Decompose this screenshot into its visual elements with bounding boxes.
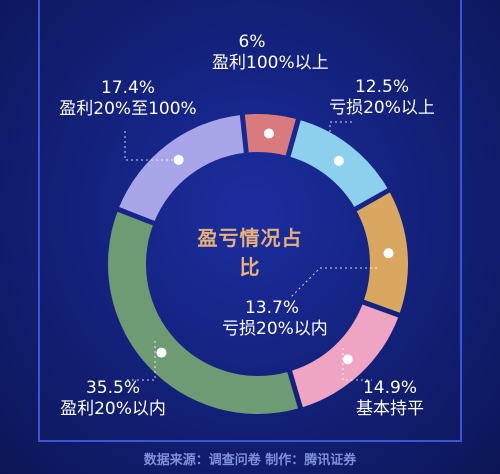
label-name: 盈利100%以上 xyxy=(212,53,329,73)
label-value: 6% xyxy=(238,32,266,52)
label-name: 基本持平 xyxy=(356,399,424,419)
slice-marker-1 xyxy=(333,155,344,166)
leader-line-5 xyxy=(124,128,178,161)
label-name: 亏损20%以上 xyxy=(329,98,435,118)
leader-line-3 xyxy=(342,348,372,381)
label-value: 14.9% xyxy=(362,378,417,398)
label-loss-over-20: 12.5% 亏损20%以上 xyxy=(322,77,442,119)
label-profit-over-100: 6% 盈利100%以上 xyxy=(212,32,329,74)
label-loss-within-20: 13.7% 亏损20%以内 xyxy=(222,298,328,340)
slice-5 xyxy=(119,115,244,221)
label-break-even: 14.9% 基本持平 xyxy=(350,378,430,420)
label-profit-within-20: 35.5% 盈利20%以内 xyxy=(58,378,168,420)
slice-2 xyxy=(356,192,408,313)
data-source: 数据来源：调查问卷 制作：腾讯证券 xyxy=(143,453,357,468)
label-value: 35.5% xyxy=(85,378,140,398)
slice-marker-4 xyxy=(156,347,167,358)
chart-title: 盈亏情况占比 xyxy=(197,226,303,279)
label-value: 17.4% xyxy=(100,78,155,98)
slice-marker-5 xyxy=(173,154,184,165)
leader-line-2 xyxy=(289,267,377,299)
label-profit-20-to-100: 17.4% 盈利20%至100% xyxy=(58,78,198,120)
label-name: 盈利20%至100% xyxy=(59,99,197,119)
leader-line-1 xyxy=(329,121,352,132)
slice-marker-3 xyxy=(342,354,353,365)
slice-marker-2 xyxy=(383,248,394,259)
slice-4 xyxy=(108,211,299,414)
label-name: 盈利20%以内 xyxy=(60,399,166,419)
slice-marker-0 xyxy=(263,128,274,139)
label-value: 12.5% xyxy=(354,77,409,97)
label-value: 13.7% xyxy=(244,298,299,318)
chart-frame xyxy=(38,0,462,442)
label-name: 亏损20%以内 xyxy=(222,319,328,339)
